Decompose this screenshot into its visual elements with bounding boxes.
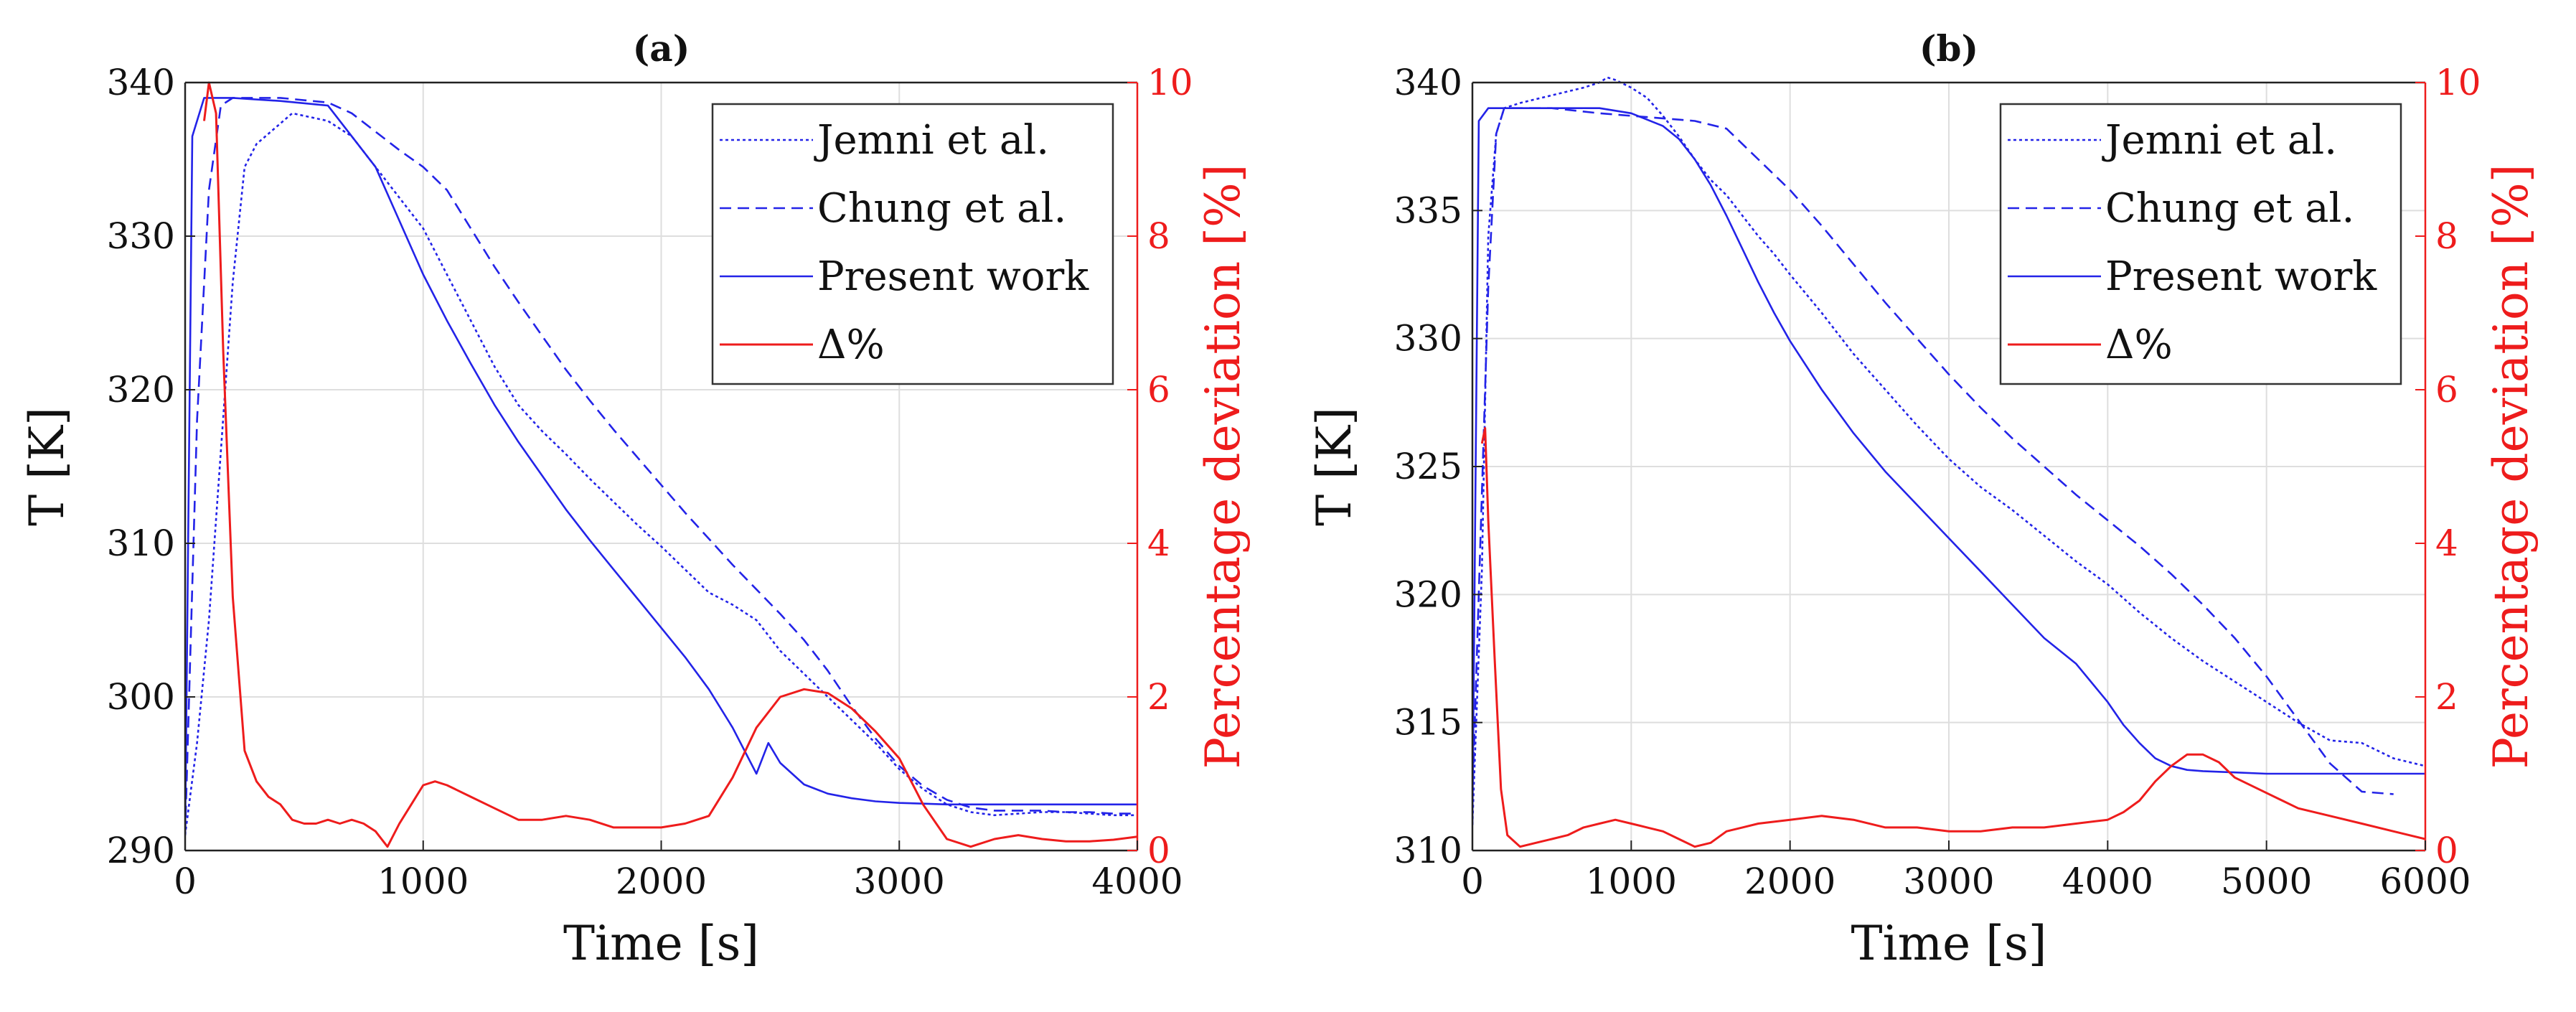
series-line-jemni <box>1472 76 2425 825</box>
y-tick-label: 340 <box>1394 62 1462 103</box>
legend-label: Present work <box>2105 253 2377 300</box>
y2-axis-label: Percentage deviation [%] <box>1195 164 1251 769</box>
legend-label: Δ% <box>817 322 885 368</box>
y2-tick-label: 8 <box>2435 215 2458 257</box>
x-tick-label: 6000 <box>2379 861 2471 902</box>
x-tick-label: 0 <box>1461 861 1484 902</box>
legend-label: Chung et al. <box>2105 185 2354 232</box>
y-tick-label: 310 <box>107 523 175 564</box>
y2-tick-label: 8 <box>1147 215 1170 257</box>
legend: Jemni et al. Chung et al. Present work Δ% <box>711 103 1114 385</box>
y2-tick-label: 6 <box>1147 369 1170 411</box>
y-tick-label: 330 <box>1394 318 1462 360</box>
y2-tick-label: 2 <box>2435 676 2458 718</box>
series-line-chung <box>185 97 1137 835</box>
y-tick-label: 310 <box>1394 830 1462 871</box>
chart-panel-b: 0 1000 2000 3000 4000 5000 6000 310 315 320 325 330… <box>1307 27 2539 971</box>
series-line-chung <box>1472 107 2394 800</box>
y2-tick-label: 4 <box>1147 523 1170 564</box>
series-line-deviation <box>1480 427 2425 848</box>
y-tick-label: 335 <box>1394 189 1462 231</box>
y-axis-label: T [K] <box>19 407 75 526</box>
y2-tick-label: 0 <box>2435 830 2458 871</box>
series-line-deviation <box>203 81 1137 848</box>
x-tick-label: 4000 <box>2062 861 2153 902</box>
y2-tick-label: 10 <box>1147 62 1193 103</box>
x-tick-label: 3000 <box>1903 861 1994 902</box>
series-line-present-work <box>185 97 1137 835</box>
y2-tick-label: 0 <box>1147 830 1170 871</box>
x-tick-label: 0 <box>174 861 197 902</box>
x-tick-label: 3000 <box>854 861 945 902</box>
chart-title: (b) <box>1919 27 1978 70</box>
x-tick-label: 1000 <box>377 861 469 902</box>
chart-title: (a) <box>633 27 690 70</box>
x-tick-label: 1000 <box>1586 861 1677 902</box>
x-axis-label: Time [s] <box>563 916 759 971</box>
y-axis-label: T [K] <box>1307 407 1362 526</box>
y2-tick-label: 10 <box>2435 62 2481 103</box>
chart-panel-a: 0 1000 2000 3000 4000 290 300 310 320 330 340 0 2 4 6 8… <box>19 27 1251 971</box>
y-tick-label: 300 <box>107 676 175 718</box>
legend-label: Present work <box>817 253 1089 300</box>
y2-tick-label: 2 <box>1147 676 1170 718</box>
y-tick-label: 320 <box>107 369 175 411</box>
legend: Jemni et al. Chung et al. Present work Δ% <box>1999 103 2402 385</box>
legend-label: Δ% <box>2105 322 2173 368</box>
y-tick-label: 320 <box>1394 573 1462 615</box>
y2-axis-label: Percentage deviation [%] <box>2483 164 2539 769</box>
legend-box <box>711 103 1114 385</box>
y-tick-label: 325 <box>1394 446 1462 487</box>
y-tick-label: 340 <box>107 62 175 103</box>
legend-box <box>1999 103 2402 385</box>
legend-label: Chung et al. <box>817 185 1066 232</box>
x-tick-label: 5000 <box>2221 861 2312 902</box>
legend-label: Jemni et al. <box>2102 117 2337 164</box>
x-tick-label: 4000 <box>1091 861 1183 902</box>
legend-label: Jemni et al. <box>814 117 1049 164</box>
series-group <box>1472 76 2425 848</box>
y-tick-label: 330 <box>107 215 175 257</box>
x-axis-label: Time [s] <box>1851 916 2046 971</box>
x-tick-label: 2000 <box>616 861 707 902</box>
series-line-jemni <box>185 112 1137 835</box>
y-tick-label: 315 <box>1394 702 1462 744</box>
y2-tick-label: 6 <box>2435 369 2458 411</box>
y-tick-label: 290 <box>107 830 175 871</box>
x-tick-label: 2000 <box>1744 861 1835 902</box>
series-group <box>185 81 1137 848</box>
y2-tick-label: 4 <box>2435 523 2458 564</box>
